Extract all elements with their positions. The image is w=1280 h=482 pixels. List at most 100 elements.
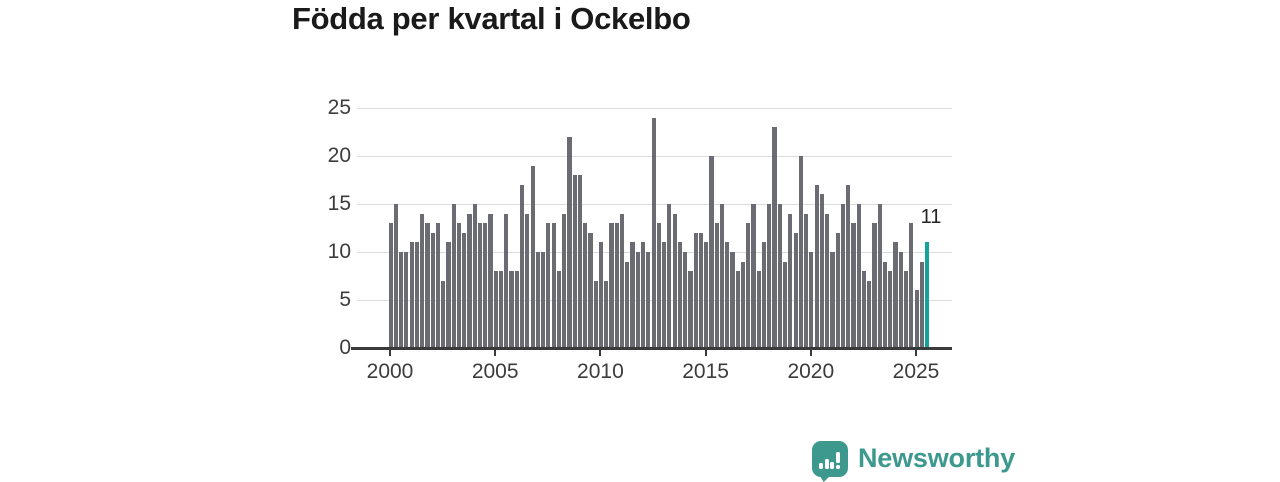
bar	[520, 184, 525, 347]
bar	[725, 242, 730, 347]
bar	[504, 213, 509, 347]
chart-title: Födda per kvartal i Ockelbo	[292, 1, 691, 36]
bar	[819, 194, 824, 347]
bar	[493, 271, 498, 347]
logo-mini-bar-2	[824, 459, 829, 469]
newsworthy-icon	[812, 441, 848, 477]
bar	[598, 242, 604, 347]
bar	[572, 175, 577, 347]
bar	[714, 223, 719, 347]
bar	[630, 242, 635, 347]
bar	[609, 223, 614, 347]
bar	[788, 213, 793, 347]
bar	[840, 204, 846, 347]
x-tick-2025	[915, 348, 917, 356]
bar	[420, 213, 425, 347]
bar	[472, 204, 477, 347]
x-tick-label-2005: 2005	[471, 360, 519, 383]
bar	[619, 213, 625, 347]
bar	[462, 232, 467, 347]
bar	[793, 232, 798, 347]
bar	[825, 213, 830, 347]
bar	[740, 261, 746, 347]
x-tick-label-2025: 2025	[892, 360, 940, 383]
bar	[751, 204, 756, 347]
bar	[414, 242, 419, 347]
bar	[646, 252, 651, 347]
bar	[556, 271, 561, 347]
bar	[409, 242, 414, 347]
bar	[488, 213, 493, 347]
bar	[477, 223, 483, 347]
bar	[625, 261, 630, 347]
bar	[851, 223, 856, 347]
bar	[730, 252, 735, 347]
bar	[425, 223, 430, 347]
bar	[677, 242, 682, 347]
x-tick-label-2015: 2015	[682, 360, 729, 383]
bar	[909, 223, 914, 347]
bar-highlight-latest	[925, 242, 930, 347]
bar	[804, 213, 809, 347]
bar	[898, 252, 903, 347]
bar	[893, 242, 898, 347]
bar	[809, 252, 814, 347]
bar	[798, 156, 803, 347]
y-tick-label-0: 0	[339, 336, 351, 359]
bar	[467, 213, 472, 347]
gridline-25	[357, 108, 952, 109]
bar	[688, 271, 693, 347]
bar	[640, 242, 646, 347]
bar	[846, 184, 851, 347]
bar	[856, 204, 861, 347]
bar	[735, 271, 740, 347]
bar	[672, 213, 677, 347]
bar	[683, 252, 688, 347]
x-axis-line	[351, 347, 952, 350]
bar	[830, 252, 835, 347]
y-tick-label-5: 5	[339, 288, 351, 311]
y-tick-label-10: 10	[327, 240, 351, 263]
bar	[761, 242, 767, 347]
last-bar-value-label: 11	[920, 206, 942, 228]
x-tick-2005	[494, 348, 497, 356]
bar	[393, 204, 398, 347]
bar	[530, 165, 535, 347]
bar	[651, 117, 656, 347]
plot-area: 0 5 10 15 20 25 2000 2005 2010 2015 2020 2025 11	[328, 96, 952, 383]
x-tick-2015	[704, 348, 707, 356]
bar	[583, 223, 588, 347]
y-tick-label-15: 15	[327, 192, 351, 215]
bar	[562, 213, 567, 347]
bar	[498, 271, 504, 347]
logo-mini-bar-3	[830, 462, 834, 469]
bar	[399, 252, 404, 347]
bar	[914, 290, 919, 347]
bar	[567, 136, 572, 347]
bar	[430, 232, 435, 347]
x-tick-2020	[809, 348, 812, 356]
bar	[588, 232, 593, 347]
bar	[903, 271, 909, 347]
bar	[814, 184, 819, 347]
x-tick-2010	[599, 348, 602, 356]
bar	[404, 252, 409, 347]
bar	[835, 232, 840, 347]
bar	[451, 204, 456, 347]
bar	[525, 213, 530, 347]
bar	[709, 156, 714, 347]
bar	[667, 204, 672, 347]
bar	[767, 204, 772, 347]
bar	[593, 280, 598, 347]
bar	[783, 261, 788, 347]
x-tick-label-2020: 2020	[787, 360, 835, 383]
y-tick-label-20: 20	[327, 144, 351, 167]
x-tick-label-2010: 2010	[577, 360, 624, 383]
bar	[698, 232, 704, 347]
bar	[441, 280, 446, 347]
bar	[882, 261, 888, 347]
x-tick-2000	[389, 348, 391, 356]
bar	[388, 223, 393, 347]
bar	[772, 127, 777, 347]
x-tick-label-2000: 2000	[366, 360, 414, 383]
